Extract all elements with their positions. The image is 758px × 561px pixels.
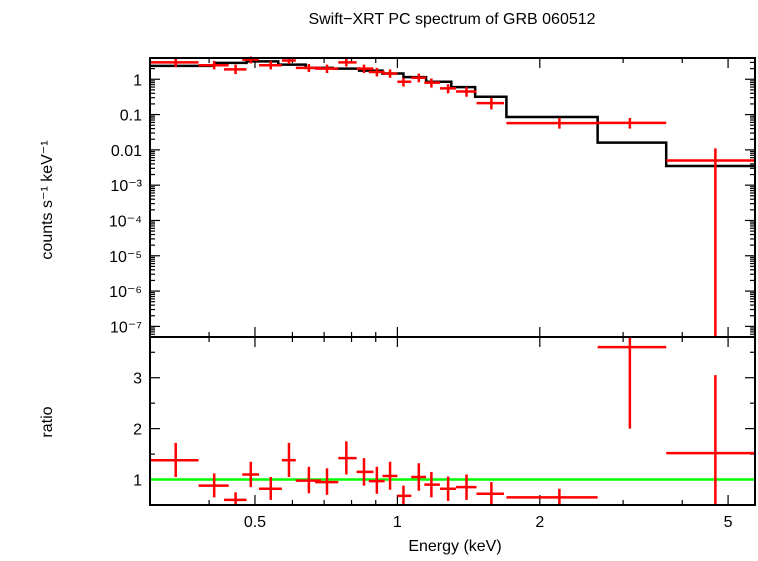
spectrum-data-point [259,60,282,70]
spectrum-data-point [315,64,339,74]
ratio-y-tick-labels: 1 2 3 [133,371,142,490]
ratio-data-point [666,375,755,505]
ratio-data-point [411,463,427,491]
ratio-error-bars [150,337,755,505]
ratio-data-point [338,441,357,475]
spectrum-data-point [198,60,229,70]
x-tick-label: 0.5 [244,514,266,531]
spectrum-data-point [597,117,667,129]
spectrum-data-point [506,117,598,129]
y-tick-label: 1 [133,473,142,490]
ratio-data-point [281,442,296,477]
ratio-data-point [356,458,374,486]
ratio-data-point [397,485,412,505]
spectrum-data-point [368,67,385,77]
spectrum-data-point [223,64,247,75]
x-tick-label: 2 [535,514,544,531]
spectrum-data-point [411,73,427,83]
x-tick-label: 5 [724,514,733,531]
spectrum-panel: 1 0.1 0.01 10⁻³ 10⁻⁴ 10⁻⁵ 10⁻⁶ 10⁻⁷ [109,56,756,338]
ratio-data-point [223,492,247,505]
ratio-data-point [150,442,199,477]
ratio-data-point [368,466,385,494]
ratio-data-point [439,476,456,501]
y-tick-label: 2 [133,422,142,439]
y-tick-label: 3 [133,371,142,388]
ratio-data-point [198,473,229,498]
spectrum-data-point [424,78,440,88]
ratio-data-point [597,337,667,429]
ratio-data-point [295,466,322,494]
spectrum-y-tick-labels: 1 0.1 0.01 10⁻³ 10⁻⁴ 10⁻⁵ 10⁻⁶ 10⁻⁷ [109,72,143,336]
y-tick-label: 10⁻⁷ [110,319,142,336]
chart-title: Swift−XRT PC spectrum of GRB 060512 [308,11,595,28]
x-axis-label: Energy (keV) [408,538,501,555]
spectrum-data-point [150,58,199,68]
spectrum-data-point [455,87,477,97]
data-error-bars [150,56,755,337]
y-axis-label-spectrum: counts s⁻¹ keV⁻¹ [39,140,56,259]
spectrum-data-point [439,84,456,94]
ratio-panel-frame [149,336,756,506]
y-tick-label: 10⁻³ [110,178,142,195]
spectrum-data-point [382,69,398,78]
y-tick-label: 0.1 [120,108,142,125]
spectrum-data-point [397,77,412,87]
spectrum-data-point [338,58,357,67]
y-tick-label: 10⁻⁶ [109,284,142,301]
x-tick-labels: 0.5 1 2 5 [244,514,733,531]
spectrum-data-point [476,97,504,110]
ratio-data-point [242,461,260,488]
y-tick-label: 0.01 [111,143,142,160]
ratio-data-point [382,461,398,490]
y-tick-label: 1 [133,72,142,89]
y-tick-label: 10⁻⁵ [109,249,142,266]
ratio-data-point [476,482,504,505]
ratio-panel: 1 2 3 [133,336,756,506]
y-axis-label-ratio: ratio [39,406,56,437]
spectrum-data-point [666,148,755,337]
x-tick-label: 1 [393,514,402,531]
spectrum-data-point [356,64,374,74]
ratio-data-point [506,488,598,505]
ratio-data-point [259,477,282,500]
ratio-data-point [315,468,339,495]
y-tick-label: 10⁻⁴ [109,213,142,230]
ratio-data-point [424,471,440,498]
ratio-data-point [455,474,477,500]
